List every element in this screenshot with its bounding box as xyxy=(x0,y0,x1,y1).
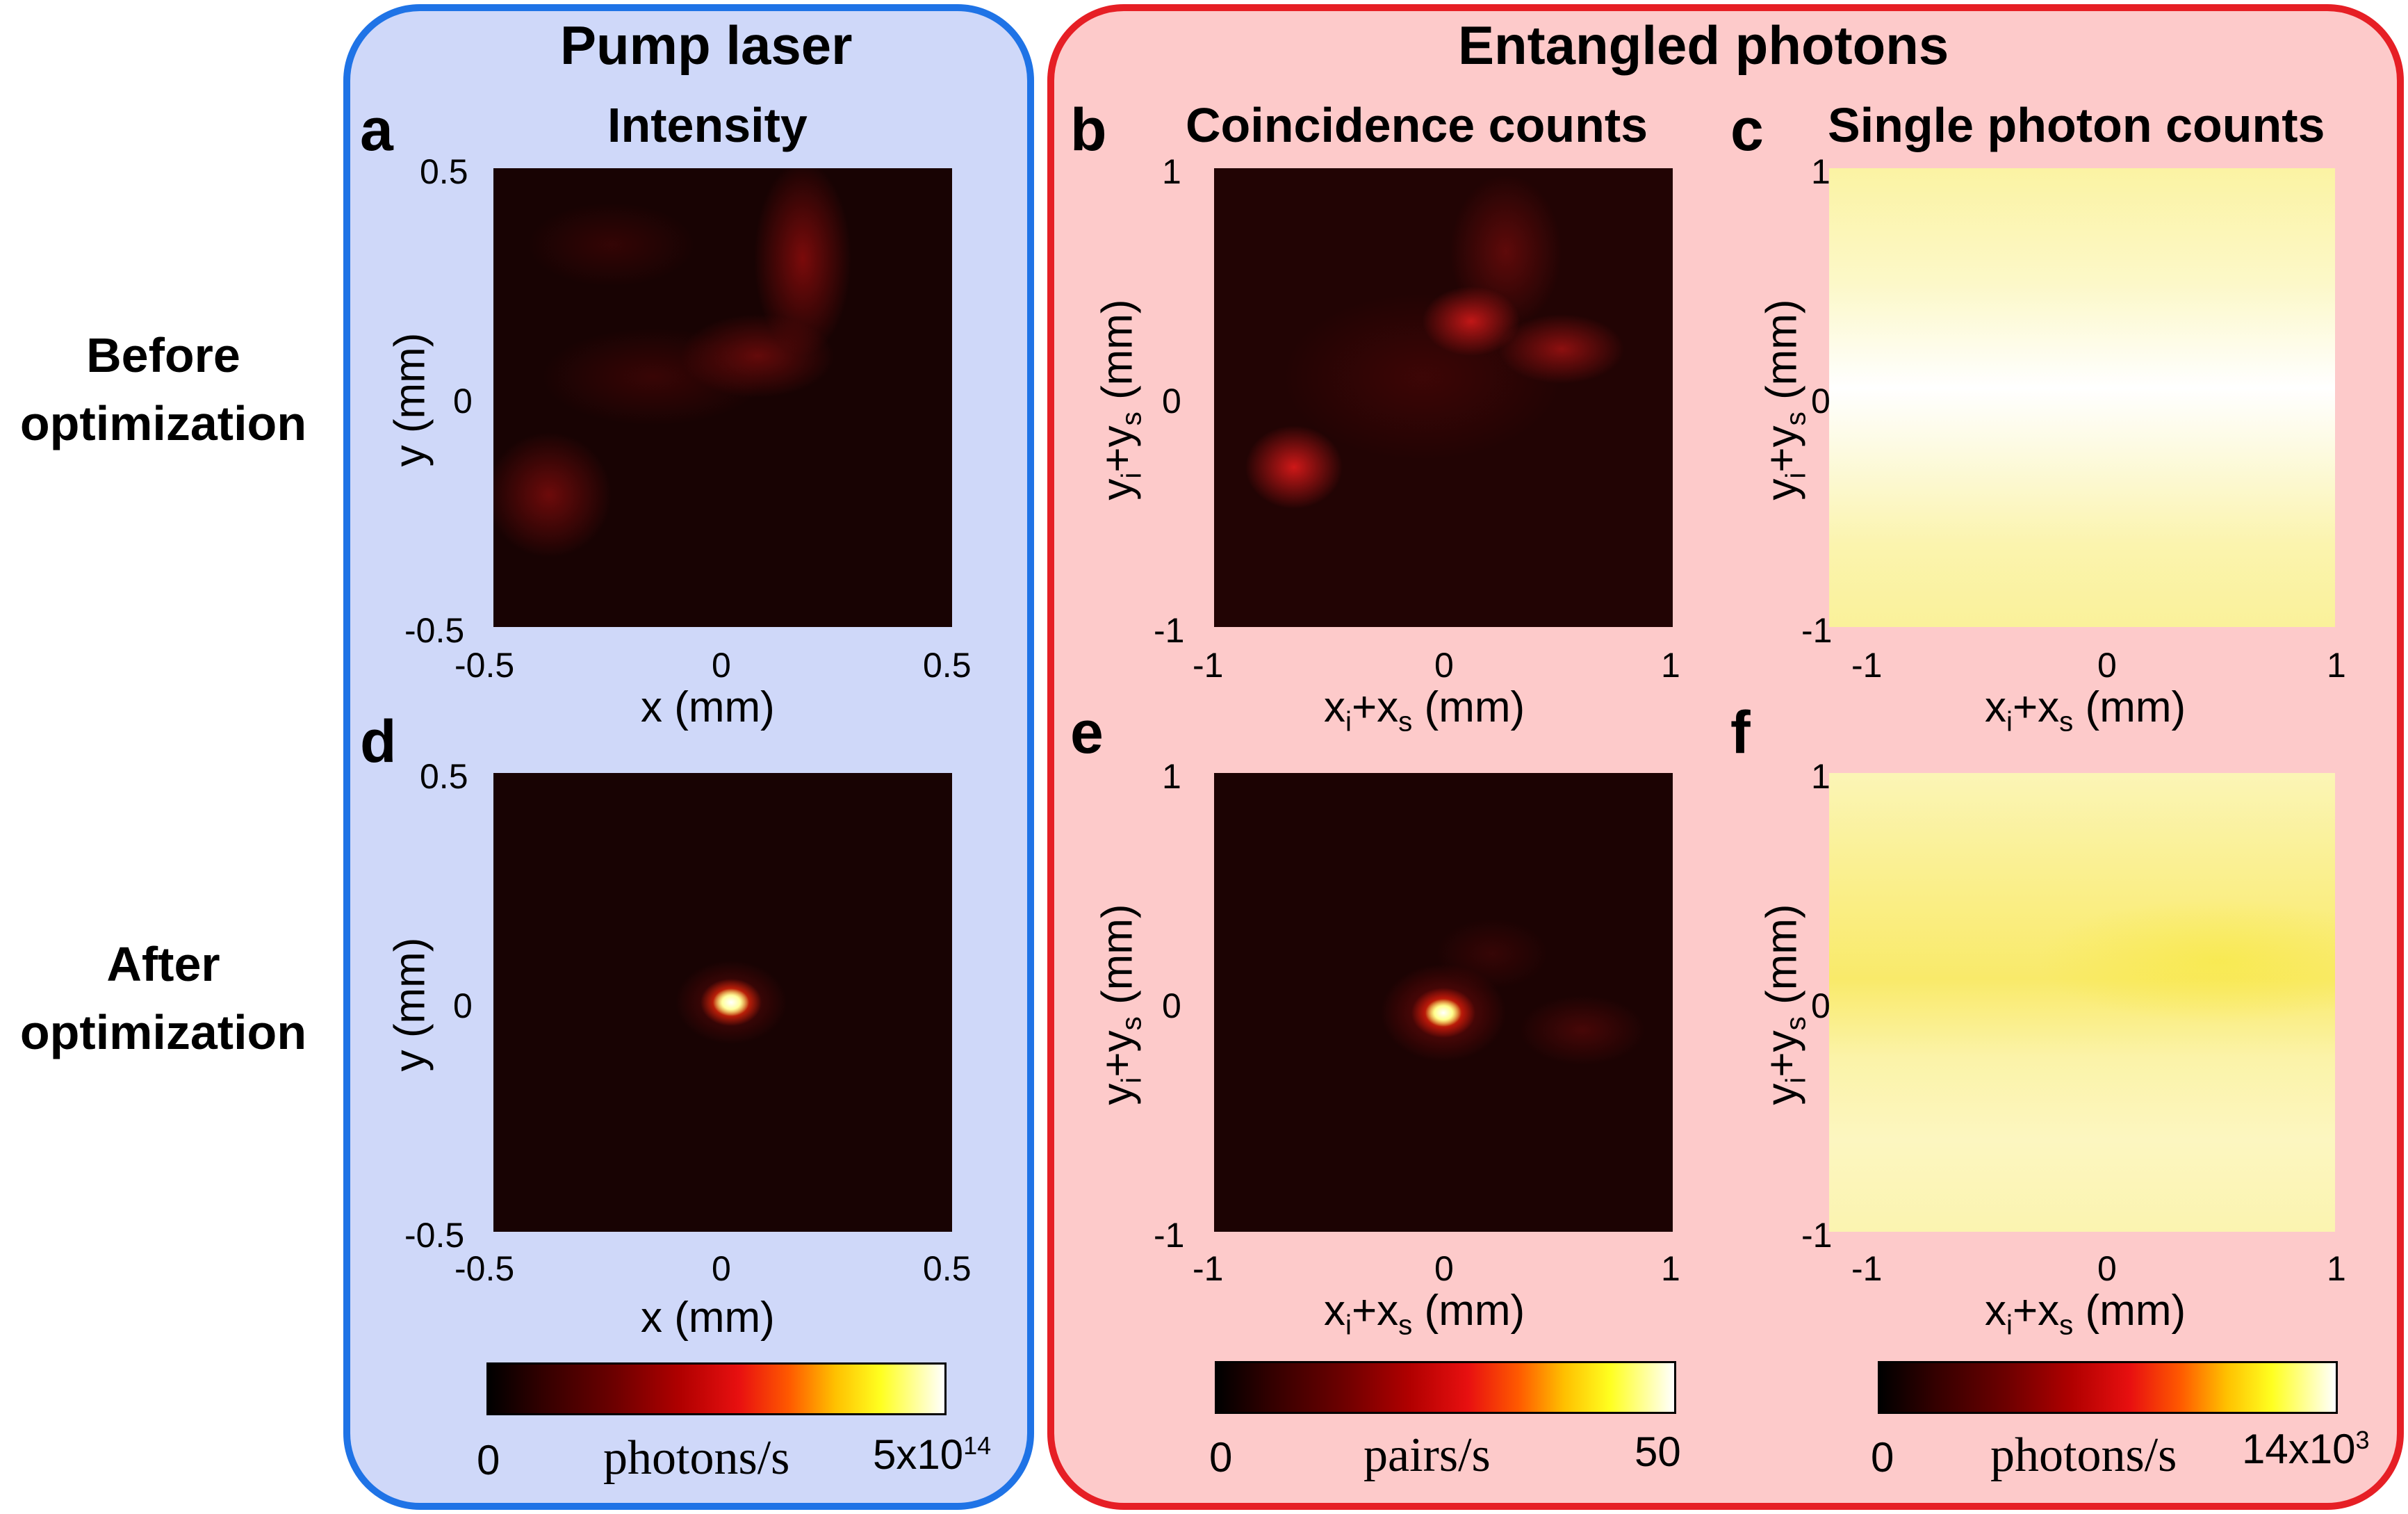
colorbar-coincidence-min: 0 xyxy=(1209,1434,1233,1481)
single-photon-title: Single photon counts xyxy=(1828,98,2325,152)
f-y-tick-bottom: -1 xyxy=(1801,1216,1833,1255)
panel-letter-e: e xyxy=(1070,699,1104,766)
f-x-tick-mid: 0 xyxy=(2097,1249,2117,1288)
d-x-tick-mid: 0 xyxy=(712,1249,731,1288)
heatmap-b xyxy=(1214,168,1673,627)
heatmap-a xyxy=(493,168,952,627)
colorbar-coincidence-label: pairs/s xyxy=(1363,1428,1491,1482)
heatmap-c xyxy=(1829,168,2335,627)
row-label-before-line1: Before xyxy=(86,328,240,382)
f-x-axis-label: xi+xs (mm) xyxy=(1985,1287,2186,1341)
e-y-tick-top: 1 xyxy=(1162,757,1181,796)
e-y-axis-label: yi+ys (mm) xyxy=(1093,904,1147,1105)
heatmap-d xyxy=(493,773,952,1232)
colorbar-coincidence-max: 50 xyxy=(1635,1428,1681,1475)
b-y-tick-mid: 0 xyxy=(1162,382,1181,421)
a-y-tick-bottom: -0.5 xyxy=(404,611,465,650)
colorbar-single-min: 0 xyxy=(1871,1434,1894,1481)
d-y-axis-label: y (mm) xyxy=(386,937,434,1072)
colorbar-pump xyxy=(486,1362,947,1415)
colorbar-pump-min: 0 xyxy=(477,1437,500,1483)
panel-letter-f: f xyxy=(1730,699,1751,766)
d-x-axis-label: x (mm) xyxy=(641,1294,775,1342)
panel-letter-c: c xyxy=(1730,97,1764,163)
a-x-tick-right: 0.5 xyxy=(923,646,972,685)
e-x-tick-left: -1 xyxy=(1193,1249,1224,1288)
a-y-tick-top: 0.5 xyxy=(420,152,468,191)
b-x-axis-label: xi+xs (mm) xyxy=(1324,683,1525,738)
row-label-before: Before optimization xyxy=(0,321,327,457)
entangled-photons-heading: Entangled photons xyxy=(1458,15,1949,76)
coincidence-title: Coincidence counts xyxy=(1186,98,1648,152)
b-x-tick-mid: 0 xyxy=(1434,646,1454,685)
a-x-tick-left: -0.5 xyxy=(454,646,515,685)
panel-letter-d: d xyxy=(360,708,397,775)
pump-laser-heading: Pump laser xyxy=(560,15,853,76)
d-x-tick-right: 0.5 xyxy=(923,1249,972,1288)
d-y-tick-mid: 0 xyxy=(453,986,473,1025)
colorbar-single-label: photons/s xyxy=(1990,1428,2177,1482)
panel-letter-b: b xyxy=(1070,97,1107,163)
e-x-axis-label: xi+xs (mm) xyxy=(1324,1287,1525,1341)
intensity-title: Intensity xyxy=(607,98,808,152)
c-x-axis-label: xi+xs (mm) xyxy=(1985,683,2186,738)
b-y-tick-top: 1 xyxy=(1162,152,1181,191)
panel-letter-a: a xyxy=(360,97,393,163)
e-y-tick-mid: 0 xyxy=(1162,986,1181,1025)
b-y-tick-bottom: -1 xyxy=(1154,611,1185,650)
colorbar-single-max: 14x103 xyxy=(2242,1426,2370,1472)
c-y-tick-mid: 0 xyxy=(1811,382,1830,421)
e-x-tick-mid: 0 xyxy=(1434,1249,1454,1288)
row-label-after: After optimization xyxy=(0,930,327,1066)
e-x-tick-right: 1 xyxy=(1661,1249,1680,1288)
f-y-axis-label: yi+ys (mm) xyxy=(1758,904,1812,1105)
f-y-tick-top: 1 xyxy=(1811,757,1830,796)
e-y-tick-bottom: -1 xyxy=(1154,1216,1185,1255)
colorbar-pump-label: photons/s xyxy=(603,1431,790,1485)
heatmap-e xyxy=(1214,773,1673,1232)
b-x-tick-left: -1 xyxy=(1193,646,1224,685)
colorbar-single xyxy=(1878,1361,2338,1414)
heatmap-f xyxy=(1829,773,2335,1232)
f-x-tick-right: 1 xyxy=(2327,1249,2346,1288)
d-y-tick-bottom: -0.5 xyxy=(404,1216,465,1255)
row-label-before-line2: optimization xyxy=(19,396,307,450)
c-x-tick-mid: 0 xyxy=(2097,646,2117,685)
colorbar-coincidence xyxy=(1215,1361,1676,1414)
d-x-tick-left: -0.5 xyxy=(454,1249,515,1288)
a-y-axis-label: y (mm) xyxy=(386,332,434,467)
f-x-tick-left: -1 xyxy=(1851,1249,1883,1288)
c-x-tick-right: 1 xyxy=(2327,646,2346,685)
colorbar-pump-max: 5x1014 xyxy=(873,1431,992,1478)
row-label-after-line1: After xyxy=(106,937,220,991)
a-x-tick-mid: 0 xyxy=(712,646,731,685)
a-x-axis-label: x (mm) xyxy=(641,683,775,731)
a-y-tick-mid: 0 xyxy=(453,382,473,421)
c-x-tick-left: -1 xyxy=(1851,646,1883,685)
d-y-tick-top: 0.5 xyxy=(420,757,468,796)
b-x-tick-right: 1 xyxy=(1661,646,1680,685)
c-y-tick-top: 1 xyxy=(1811,152,1830,191)
f-y-tick-mid: 0 xyxy=(1811,986,1830,1025)
c-y-tick-bottom: -1 xyxy=(1801,611,1833,650)
b-y-axis-label: yi+ys (mm) xyxy=(1093,299,1147,500)
c-y-axis-label: yi+ys (mm) xyxy=(1758,299,1812,500)
row-label-after-line2: optimization xyxy=(19,1005,307,1059)
